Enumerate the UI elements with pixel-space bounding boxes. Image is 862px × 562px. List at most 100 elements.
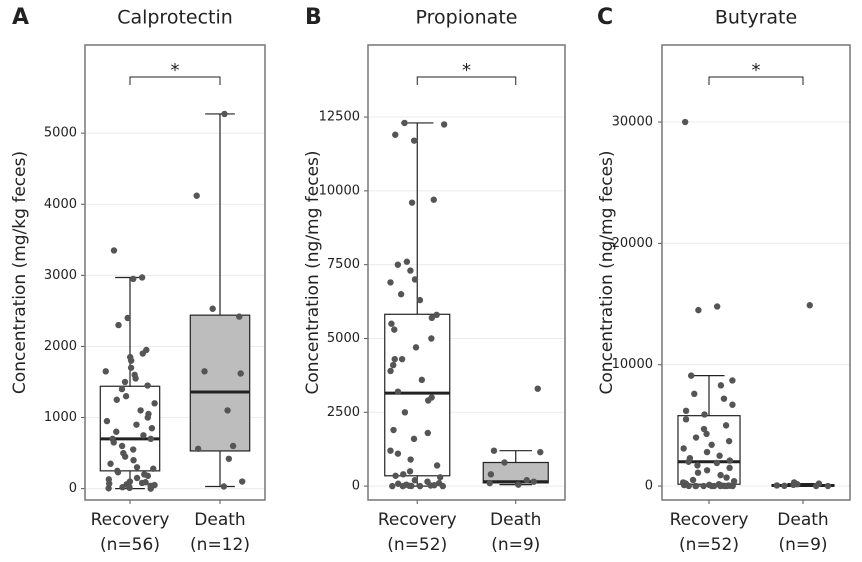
data-point [394,261,402,268]
data-point [682,407,690,415]
x-tick-label: Death [777,510,828,530]
y-tick-label: 30000 [612,115,653,130]
data-point [105,485,112,492]
data-point [687,372,695,379]
data-point [689,476,697,484]
x-tick-label: Recovery [378,510,457,530]
data-point [144,382,151,389]
data-point [692,434,700,441]
data-point [412,344,420,351]
data-point [681,118,689,126]
data-point [401,119,408,127]
data-point [685,458,692,465]
y-tick-label: 2500 [327,405,360,420]
box [384,313,451,477]
data-point [680,445,687,452]
data-point [700,425,708,433]
data-point [147,435,154,443]
data-point [430,196,437,203]
panel-label: B [305,5,322,30]
box [189,314,251,452]
y-tick-label: 4000 [44,197,77,212]
data-point [220,483,228,490]
data-point [140,432,147,439]
x-tick-label: Recovery [670,510,749,530]
data-point [139,350,146,357]
data-point [703,467,711,474]
data-point [391,355,398,363]
data-point [682,416,690,423]
data-point [392,472,399,479]
y-tick-label: 10000 [612,357,653,372]
data-point [201,368,208,375]
data-point [237,370,244,377]
data-point [390,361,397,369]
data-point [439,482,447,490]
y-axis-label: Concentration (ng/mg feces) [303,150,323,394]
y-tick-label: 0 [645,479,653,494]
significance-mark: * [752,60,761,81]
data-point [138,274,146,281]
data-point [694,469,702,476]
data-point [115,321,122,329]
y-tick-label: 0 [352,479,360,494]
data-point [229,442,237,450]
data-point [410,137,418,144]
data-point [717,482,724,490]
data-point [390,426,397,434]
y-tick-label: 5000 [327,331,360,346]
data-point [127,364,135,371]
data-point [523,477,530,484]
data-point [102,368,109,375]
data-point [428,314,436,322]
data-point [424,429,431,437]
data-point [708,441,715,448]
data-point [132,375,139,382]
data-point [122,393,130,400]
data-point [394,450,402,457]
data-point [537,448,544,456]
data-point [401,409,409,416]
panel-title: Calprotectin [117,7,233,29]
data-point [133,464,141,471]
x-tick-note: (n=9) [778,535,827,555]
data-point [691,390,698,398]
data-point [387,279,394,286]
plot-frame [661,44,851,501]
y-tick-label: 1000 [44,410,77,425]
data-point [427,482,434,489]
data-point [692,482,699,490]
data-point [729,401,736,408]
data-point [418,376,426,384]
data-point [411,276,419,283]
x-tick-label: Recovery [91,510,170,530]
significance-bracket [708,76,804,85]
data-point [716,452,723,459]
data-point [723,474,730,481]
significance-mark: * [171,60,180,81]
data-point [410,435,418,443]
data-point [717,471,724,479]
y-axis-label: Concentration (ng/mg feces) [597,150,617,394]
data-point [723,482,730,490]
data-point [729,377,736,384]
data-point [224,407,231,414]
data-point [408,482,415,490]
significance-bracket [129,76,221,85]
y-tick-label: 3000 [44,268,77,283]
data-point [221,110,228,118]
data-point [127,357,135,364]
significance-bracket [416,76,517,85]
data-point [133,474,141,482]
data-point [700,482,707,490]
data-point [124,314,131,322]
data-point [391,326,398,333]
plot-frame [367,44,566,501]
data-point [394,388,402,395]
data-point [433,311,440,319]
data-point [209,305,216,312]
data-point [148,424,156,432]
data-point [486,479,493,487]
data-point [703,448,711,456]
